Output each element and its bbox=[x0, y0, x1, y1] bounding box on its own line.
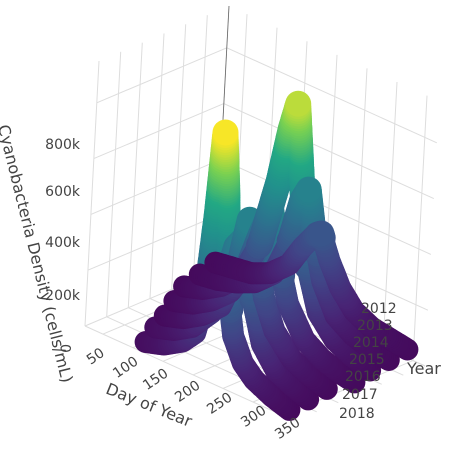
y-axis-title: Year bbox=[406, 359, 441, 378]
data-point bbox=[308, 220, 335, 247]
x-tick-label: 50 bbox=[84, 345, 108, 368]
back-wall-gridline bbox=[84, 60, 100, 327]
side-wall-gridline bbox=[220, 158, 432, 255]
back-wall-gridline bbox=[149, 33, 165, 299]
side-wall-gridline bbox=[382, 81, 398, 348]
side-wall-gridline bbox=[223, 103, 435, 200]
y-tick-label: 2016 bbox=[345, 369, 381, 385]
side-wall-gridline bbox=[412, 95, 428, 361]
z-tick-label: 0 bbox=[59, 344, 75, 353]
x-tick-label: 350 bbox=[272, 415, 303, 443]
y-tick-label: 2018 bbox=[339, 406, 375, 422]
z-tick-label: 200k bbox=[45, 288, 81, 304]
z-tick-label: 400k bbox=[45, 235, 81, 251]
x-tick-label: 250 bbox=[204, 390, 235, 418]
y-tick-label: 2012 bbox=[361, 301, 397, 317]
point-layer bbox=[134, 90, 419, 421]
back-wall-gridline bbox=[171, 24, 187, 290]
floor-gridline bbox=[84, 325, 296, 422]
side-wall-gridline bbox=[352, 68, 368, 334]
z-tick-label: 800k bbox=[45, 137, 81, 153]
y-tick-label: 2017 bbox=[342, 387, 378, 403]
y-tick-label: 2015 bbox=[349, 352, 385, 368]
z-tick-label: 600k bbox=[45, 184, 81, 200]
x-tick-label: 200 bbox=[172, 378, 203, 406]
y-tick-label: 2014 bbox=[353, 335, 389, 351]
data-point bbox=[285, 90, 312, 117]
z-axis-title: Cyanobacteria Density (cells/mL) bbox=[0, 123, 77, 385]
x-tick-label: 150 bbox=[140, 366, 171, 394]
y-tick-label: 2013 bbox=[357, 318, 393, 334]
y-axis-ticks: 2012 2013 2014 2015 2016 2017 2018 bbox=[339, 301, 397, 422]
back-wall-gridline bbox=[192, 15, 208, 281]
x-tick-label: 100 bbox=[110, 354, 141, 382]
z-axis-ticks: 0 200k 400k 600k 800k bbox=[45, 137, 81, 353]
data-point bbox=[295, 176, 322, 203]
back-wall-gridline bbox=[106, 51, 122, 317]
data-point bbox=[212, 119, 239, 146]
side-wall-gridline bbox=[226, 47, 438, 144]
back-wall-gridline bbox=[127, 42, 143, 308]
